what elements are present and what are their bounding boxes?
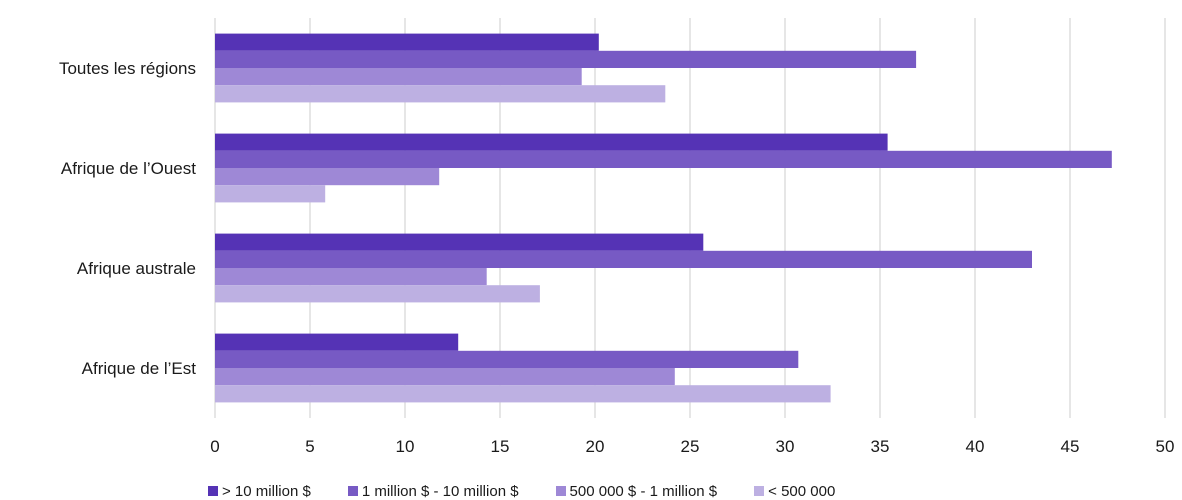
legend: > 10 million $ 1 million $ - 10 million $… (208, 482, 872, 500)
bar (215, 133, 888, 151)
x-tick-label: 35 (871, 437, 890, 456)
bar (215, 285, 540, 303)
category-label: Afrique de l’Est (82, 359, 197, 378)
legend-item: 1 million $ - 10 million $ (347, 482, 519, 500)
legend-label: 1 million $ - 10 million $ (361, 482, 519, 500)
x-tick-label: 10 (396, 437, 415, 456)
bar (215, 68, 582, 86)
bar (215, 385, 831, 403)
bar (215, 268, 487, 286)
x-tick-label: 50 (1156, 437, 1175, 456)
bar-chart: Toutes les régions Afrique de l’Ouest Afri… (59, 18, 1174, 456)
legend-swatch (754, 486, 765, 496)
bar (215, 33, 599, 51)
x-tick-label: 5 (305, 437, 314, 456)
x-tick-labels: 0 5 10 15 20 25 30 35 40 45 50 (210, 437, 1174, 456)
bar (215, 350, 799, 368)
category-label: Afrique de l’Ouest (61, 159, 196, 178)
legend-item: < 500 000 (754, 483, 835, 500)
legend-item: 500 000 $ - 1 million $ (555, 482, 718, 500)
legend-label: 500 000 $ - 1 million $ (569, 482, 718, 500)
x-tick-label: 30 (776, 437, 795, 456)
x-tick-label: 20 (586, 437, 605, 456)
bar (215, 250, 1032, 268)
legend-swatch (347, 486, 358, 496)
bar (215, 185, 326, 203)
bar (215, 333, 459, 351)
legend-swatch (208, 486, 218, 496)
bar (215, 150, 1112, 168)
bar (215, 85, 666, 103)
bar (215, 233, 704, 251)
bars (215, 33, 1112, 403)
x-tick-label: 40 (966, 437, 985, 456)
legend-label: < 500 000 (768, 482, 836, 500)
x-tick-label: 15 (491, 437, 510, 456)
category-label: Toutes les régions (59, 59, 196, 78)
x-tick-label: 0 (210, 437, 219, 456)
x-tick-label: 25 (681, 437, 700, 456)
legend-label: > 10 million $ (222, 482, 311, 500)
x-tick-label: 45 (1061, 437, 1080, 456)
bar (215, 168, 440, 186)
category-label: Afrique australe (77, 259, 196, 278)
legend-item: > 10 million $ (208, 483, 311, 500)
legend-swatch (555, 486, 566, 496)
bar (215, 368, 675, 386)
category-labels: Toutes les régions Afrique de l’Ouest Afri… (59, 59, 196, 378)
bar (215, 50, 917, 68)
